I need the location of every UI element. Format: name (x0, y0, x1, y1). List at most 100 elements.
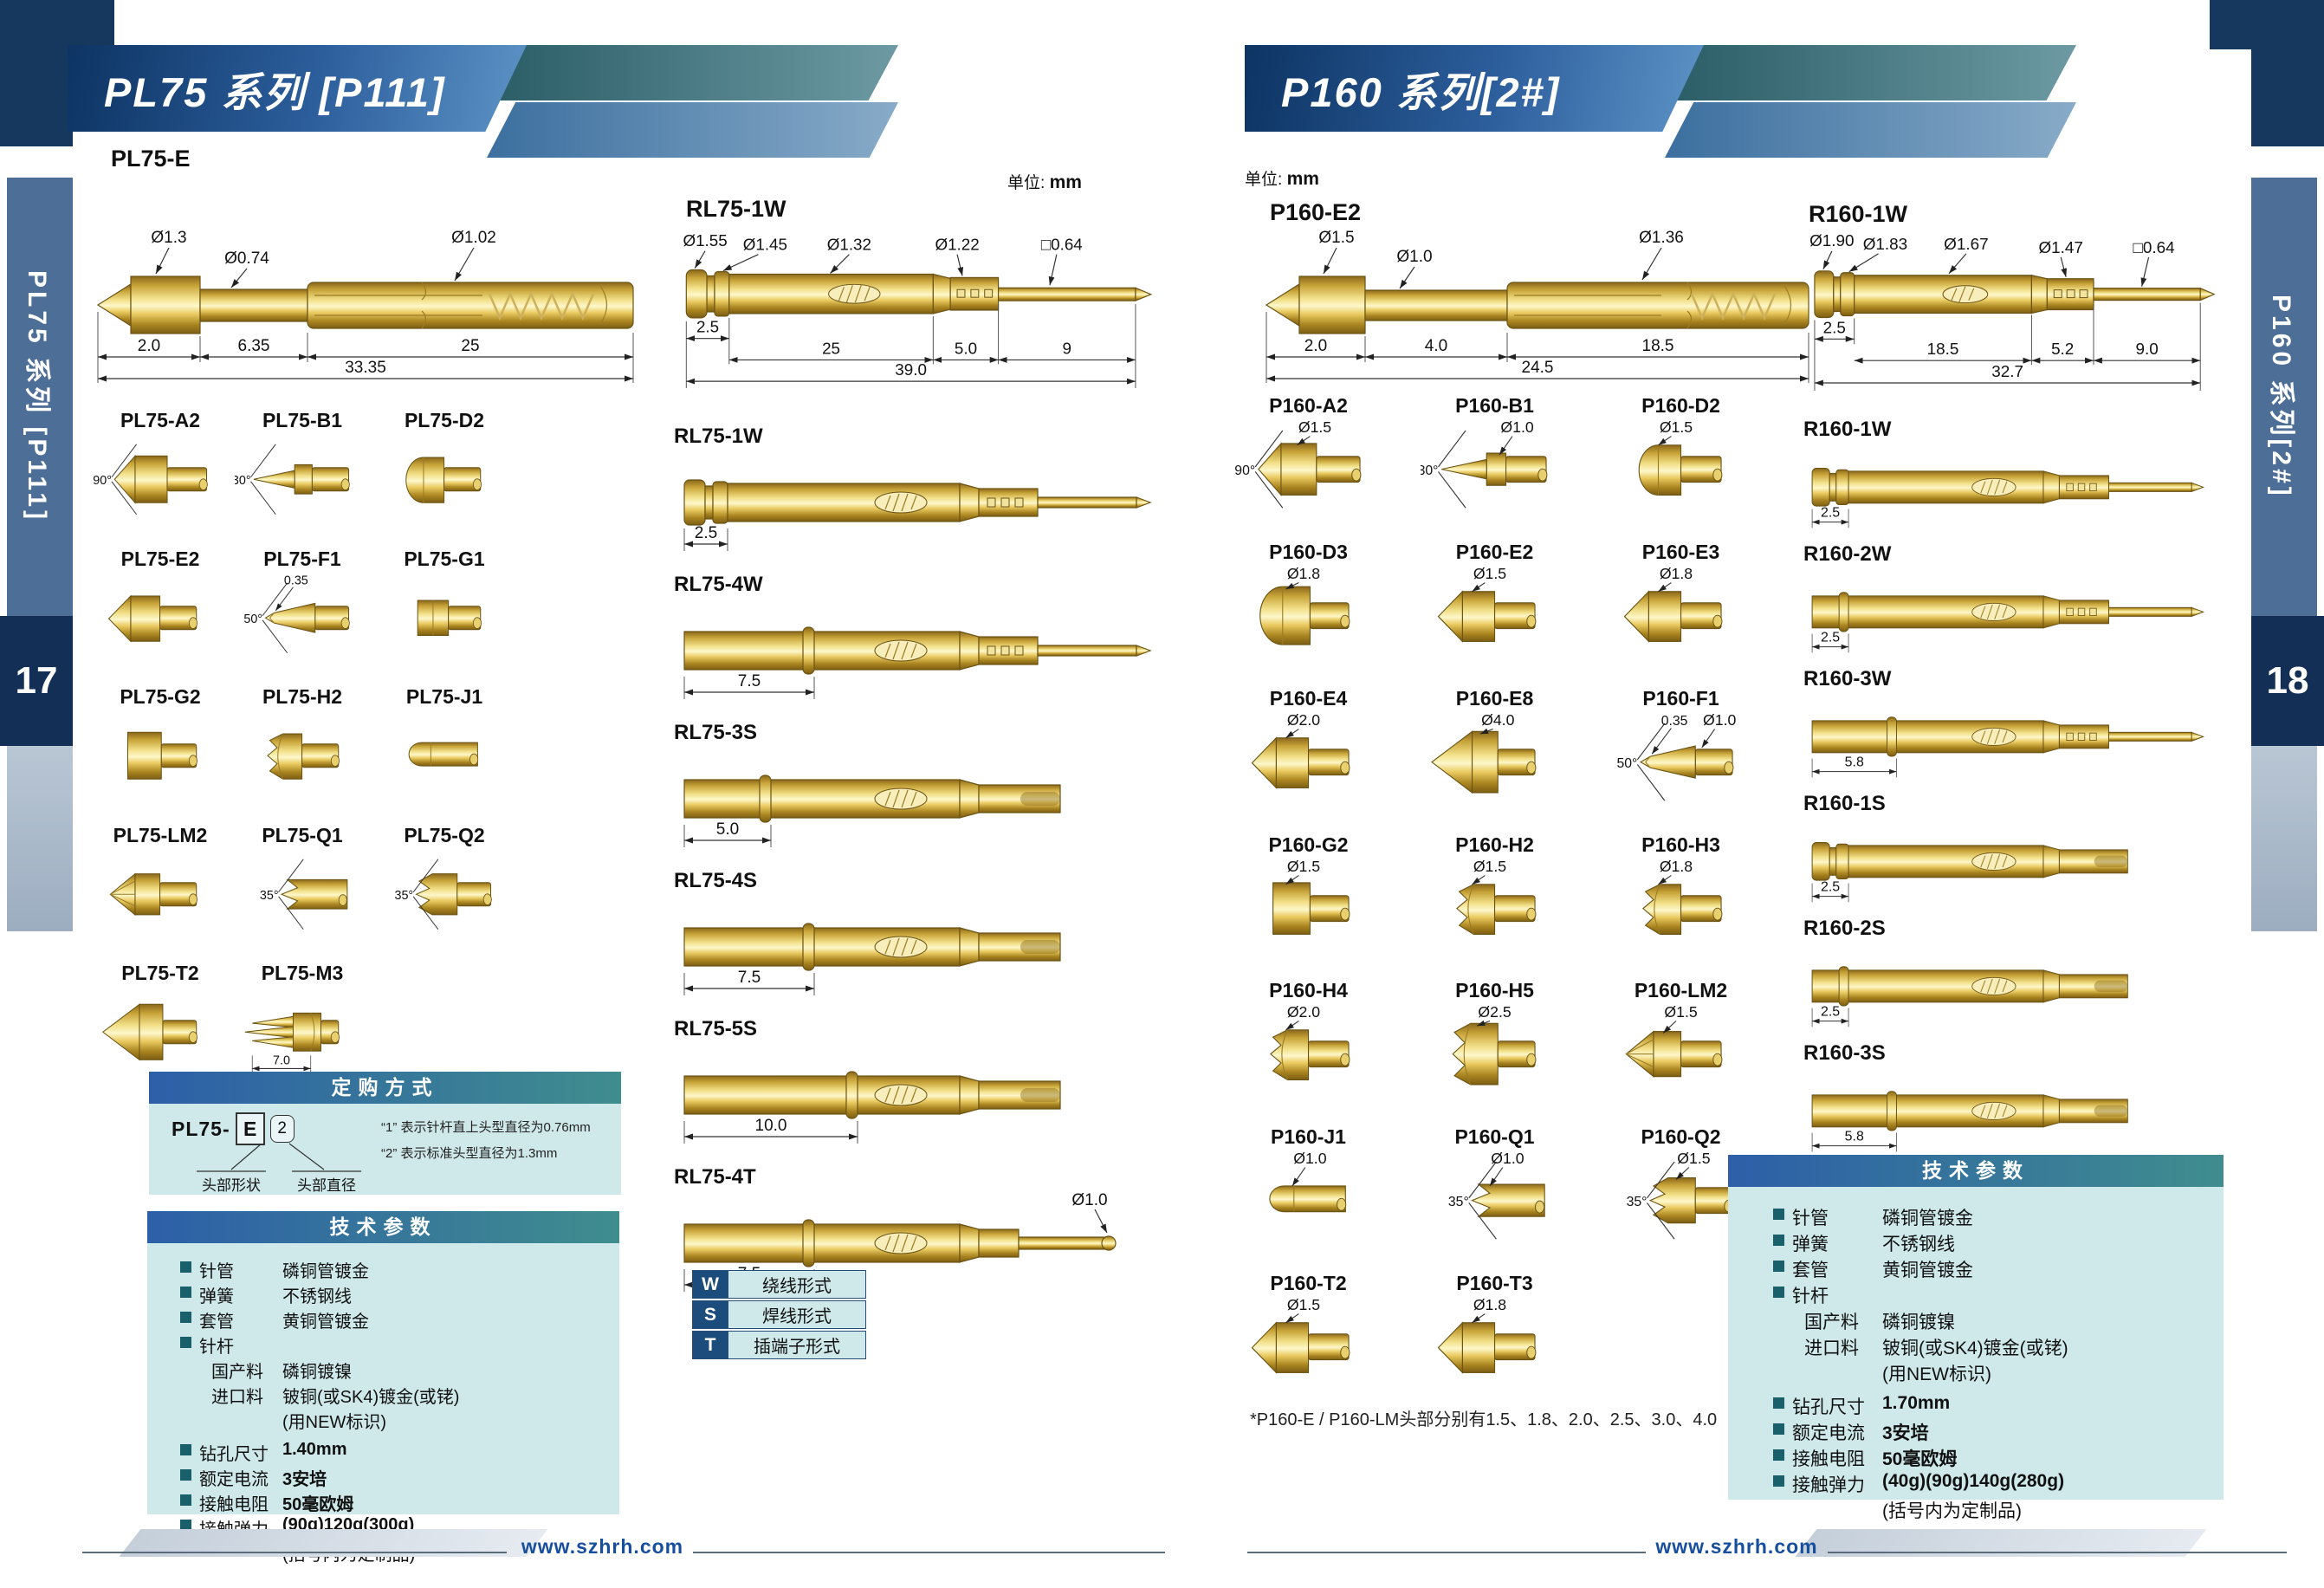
spec-label: 弹簧 (199, 1287, 234, 1306)
spec-label: 国产料 (1804, 1313, 1859, 1332)
variant-name: PL75-G1 (404, 547, 485, 570)
spec-bullet (180, 1469, 191, 1481)
spec-bullet (1773, 1209, 1784, 1220)
left-sidebar-accent (7, 746, 73, 931)
variant-PL75-D2: PL75-D2 (373, 409, 515, 534)
receptacle-drawing: 5.8 (1811, 716, 2205, 778)
svg-text:Ø1.5: Ø1.5 (1677, 1150, 1710, 1167)
spec-row: 弹簧 不锈钢线 (1773, 1230, 2217, 1256)
left-variant-grid: PL75-A2 90° PL75-B1 30° PL75-D2 PL75-E2 PL75-F… (89, 409, 515, 1086)
hero-name-pl75e: PL75-E (111, 146, 191, 172)
spec-label: 进口料 (1804, 1338, 1859, 1358)
variant-drawing: 90° (93, 444, 208, 515)
len-label: 25 (461, 337, 479, 355)
footer-rule (693, 1552, 1165, 1553)
variant-PL75-F1: PL75-F1 50° 0.35 (231, 548, 373, 672)
variant-P160-H2: P160-H2 Ø1.5 (1402, 833, 1588, 968)
variant-name: P160-D3 (1269, 540, 1348, 563)
left-banner-teal-slab (472, 45, 898, 100)
spec-label: 进口料 (211, 1388, 263, 1407)
receptacle-drawing: 2.5 (683, 479, 1152, 551)
spec-label: 接触电阻 (199, 1495, 269, 1514)
right-banner-steel-slab (1665, 102, 2076, 158)
spec-value: (用NEW标识) (1882, 1364, 1991, 1384)
variant-P160-J1: P160-J1 Ø1.0 (1215, 1125, 1402, 1260)
variant-P160-LM2: P160-LM2 Ø1.5 (1588, 979, 1774, 1113)
dia-label: Ø1.5 (1318, 229, 1354, 247)
svg-text:Ø1.5: Ø1.5 (1286, 1297, 1319, 1313)
receptacle-R160-2W: R160-2W 2.5 (1803, 542, 2211, 667)
svg-text:Ø1.5: Ø1.5 (1298, 419, 1330, 436)
wst-code: W (692, 1270, 728, 1299)
spec-bullet (1773, 1261, 1784, 1272)
receptacle-RL75-3S: RL75-3S 5.0 (674, 721, 1159, 864)
svg-text:35°: 35° (394, 889, 413, 903)
svg-text:7.5: 7.5 (738, 969, 761, 987)
dia-label: Ø1.67 (1944, 236, 1988, 254)
variant-name: P160-J1 (1271, 1125, 1346, 1149)
variant-drawing: Ø1.5 (1272, 857, 1350, 935)
variant-name: P160-B1 (1455, 394, 1534, 417)
variant-name: PL75-M3 (261, 962, 344, 985)
variant-name: PL75-Q2 (404, 823, 485, 846)
variant-drawing (417, 600, 482, 636)
dia-label: Ø1.45 (743, 236, 787, 254)
svg-text:35°: 35° (1447, 1195, 1468, 1209)
corner-block-top-left2 (0, 0, 73, 146)
wst-label: 绕线形式 (728, 1270, 866, 1299)
variant-P160-Q1: P160-Q1 35° Ø1.0 (1402, 1125, 1588, 1260)
hero-name-p160e2: P160-E2 (1270, 199, 1362, 225)
len-label: 2.5 (1823, 319, 1846, 337)
dia-label: □0.64 (2133, 239, 2174, 257)
variant-drawing: Ø1.5 (1624, 1003, 1722, 1079)
svg-text:50°: 50° (1616, 756, 1637, 771)
ordering-box: 定购方式 PL75- E 2 头部形状 头部直径 “1” 表示针杆直上头型直径为… (149, 1072, 621, 1195)
dia-label: Ø0.74 (224, 250, 269, 268)
spec-label: 套管 (199, 1313, 234, 1332)
variant-P160-H4: P160-H4 Ø2.0 (1215, 979, 1402, 1113)
variant-drawing (107, 594, 198, 643)
receptacle-name: RL75-4W (674, 573, 763, 596)
svg-text:90°: 90° (1234, 463, 1255, 478)
spec-value: 50毫欧姆 (282, 1495, 354, 1514)
variant-P160-Q2: P160-Q2 35° Ø1.5 (1588, 1125, 1774, 1260)
len-label: 2.5 (696, 318, 719, 336)
spec-value: (40g)(90g)140g(280g) (1882, 1471, 2065, 1491)
right-page-header: P160 系列[2#] (1245, 45, 1704, 132)
wst-row-W: W 绕线形式 (692, 1270, 866, 1299)
wst-code: T (692, 1331, 728, 1359)
variant-drawing (101, 1003, 198, 1061)
len-label: 9.0 (2135, 340, 2158, 359)
receptacle-RL75-4S: RL75-4S 7.5 (674, 869, 1159, 1012)
variant-drawing: 35° (260, 859, 348, 930)
receptacle-R160-3W: R160-3W 5.8 (1803, 667, 2211, 792)
variant-P160-D2: P160-D2 Ø1.5 (1588, 394, 1774, 528)
spec-bullet (180, 1287, 191, 1298)
variant-drawing: Ø1.8 (1623, 565, 1722, 643)
svg-text:Ø1.0: Ø1.0 (1500, 419, 1533, 436)
receptacle-RL75-4W: RL75-4W 7.5 (674, 573, 1159, 716)
variant-name: PL75-J1 (405, 685, 483, 709)
ordering-dia-code: 2 (269, 1115, 295, 1143)
left-banner-steel-slab (487, 102, 898, 158)
dia-label: Ø1.0 (1396, 248, 1432, 266)
svg-text:2.5: 2.5 (1821, 1005, 1840, 1020)
spec-row: 接触弹力 (40g)(90g)140g(280g) (1773, 1471, 2217, 1497)
variant-drawing: 30° Ø1.0 (1417, 418, 1547, 509)
variant-P160-T2: P160-T2 Ø1.5 (1215, 1272, 1402, 1406)
ordering-box-title: 定购方式 (149, 1072, 621, 1104)
total-label: 24.5 (1522, 359, 1554, 377)
spec-value: 黄铜管镀金 (282, 1313, 369, 1332)
dia-label: Ø1.22 (935, 236, 979, 254)
len-label: 4.0 (1425, 337, 1447, 355)
dia-label: Ø1.36 (1639, 229, 1684, 247)
variant-PL75-E2: PL75-E2 (89, 548, 231, 672)
svg-text:50°: 50° (243, 613, 262, 626)
dia-label: □0.64 (1041, 236, 1083, 254)
hero-name-rl751w: RL75-1W (686, 196, 787, 222)
dia-label: Ø1.90 (1809, 232, 1854, 250)
variant-name: P160-H2 (1455, 833, 1534, 856)
variant-drawing: Ø2.0 (1269, 1003, 1350, 1081)
variant-P160-E2: P160-E2 Ø1.5 (1402, 541, 1588, 675)
variant-name: PL75-D2 (404, 409, 485, 431)
